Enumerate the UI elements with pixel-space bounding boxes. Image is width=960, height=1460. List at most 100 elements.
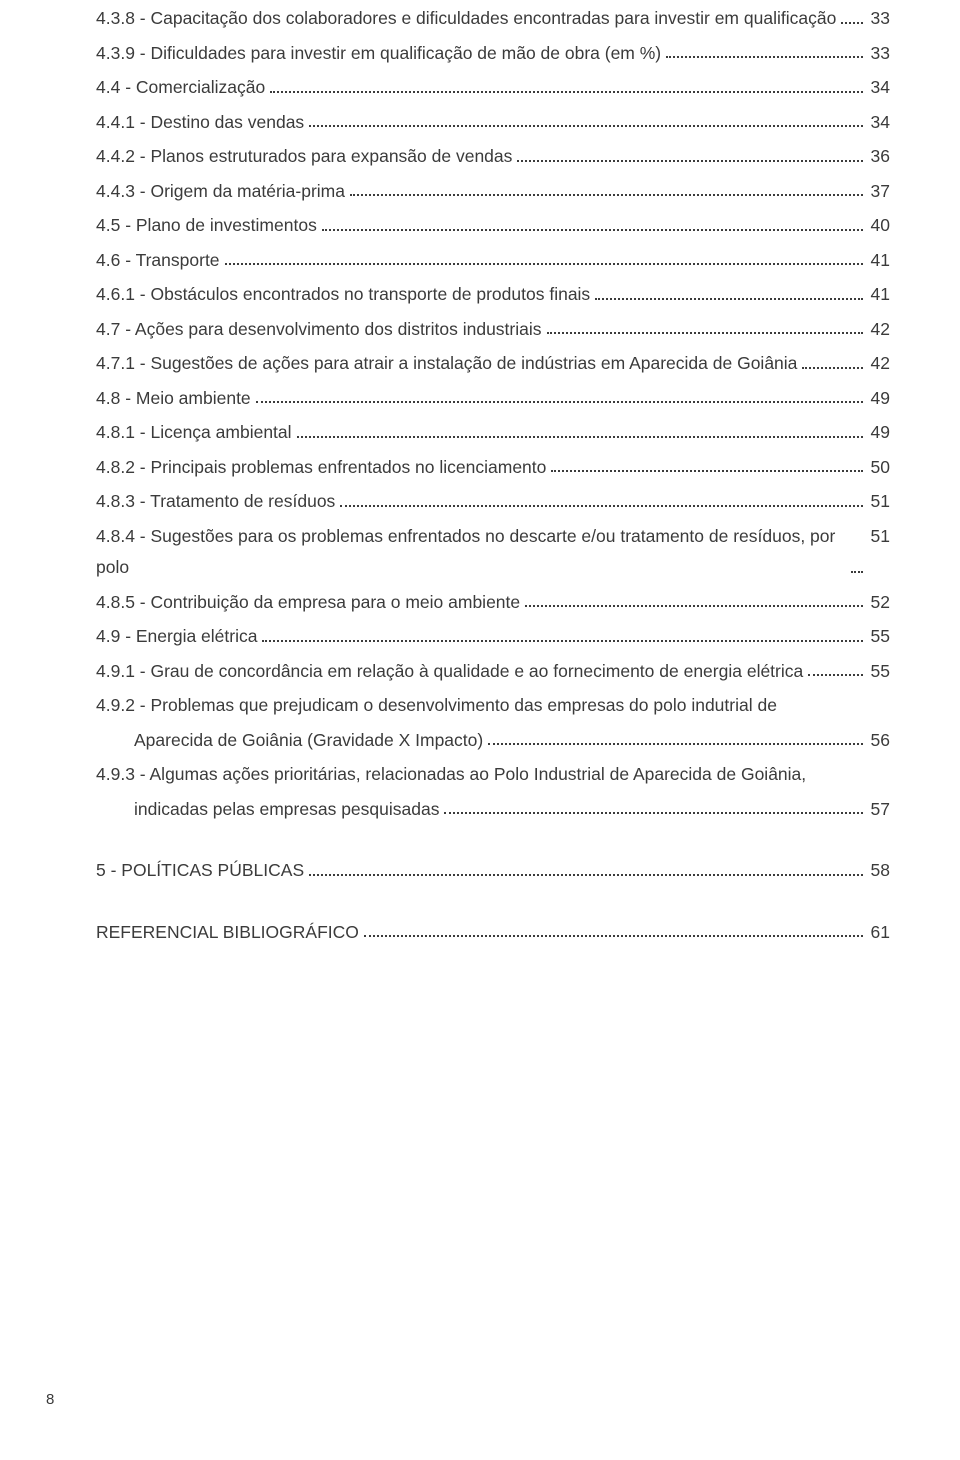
toc-page-number: 40 [868, 210, 890, 242]
toc-leader [364, 934, 863, 937]
toc-continuation: Aparecida de Goiânia (Gravidade X Impact… [134, 725, 483, 757]
toc-entry: 4.8.3 - Tratamento de resíduos 51 [96, 486, 890, 518]
toc-entry: 4.6 - Transporte 41 [96, 245, 890, 277]
toc-entry: 4.7 - Ações para desenvolvimento dos dis… [96, 314, 890, 346]
toc-entry: 4.3.8 - Capacitação dos colaboradores e … [96, 3, 890, 35]
toc-entry: 4.5 - Plano de investimentos 40 [96, 210, 890, 242]
toc-leader [841, 21, 863, 24]
toc-leader [851, 570, 863, 573]
toc-entry: 4.9.3 - Algumas ações prioritárias, rela… [96, 759, 890, 825]
toc-label: 4.9.1 - Grau de concordância em relação … [96, 656, 803, 688]
toc-page-number: 49 [868, 383, 890, 415]
toc-entry: 5 - POLÍTICAS PÚBLICAS 58 [96, 855, 890, 887]
toc-entry: 4.8.1 - Licença ambiental 49 [96, 417, 890, 449]
toc-entry: 4.4.2 - Planos estruturados para expansã… [96, 141, 890, 173]
toc-entry: 4.9 - Energia elétrica 55 [96, 621, 890, 653]
toc-page-number: 41 [868, 279, 890, 311]
toc-leader [225, 262, 863, 265]
toc-leader [309, 873, 863, 876]
toc-page-number: 52 [868, 587, 890, 619]
toc-entry-line1: 4.9.3 - Algumas ações prioritárias, rela… [96, 759, 890, 791]
toc-label: 4.4.1 - Destino das vendas [96, 107, 304, 139]
toc-page-number: 55 [868, 621, 890, 653]
toc-leader [808, 673, 863, 676]
toc-page-number: 57 [868, 794, 890, 826]
toc-leader [488, 742, 863, 745]
toc-label: REFERENCIAL BIBLIOGRÁFICO [96, 917, 359, 949]
toc-leader [297, 435, 863, 438]
toc-leader [309, 124, 863, 127]
toc-leader [270, 90, 863, 93]
toc-entry: 4.6.1 - Obstáculos encontrados no transp… [96, 279, 890, 311]
toc-label: 4.3.8 - Capacitação dos colaboradores e … [96, 3, 836, 35]
toc-leader [525, 604, 863, 607]
toc-label: 4.5 - Plano de investimentos [96, 210, 317, 242]
toc-leader [547, 331, 863, 334]
toc-entry: 4.8 - Meio ambiente 49 [96, 383, 890, 415]
toc-label: 4.9.3 - Algumas ações prioritárias, rela… [96, 759, 806, 791]
toc-label: 4.6.1 - Obstáculos encontrados no transp… [96, 279, 590, 311]
toc-label: 4.4 - Comercialização [96, 72, 265, 104]
toc-page-number: 42 [868, 314, 890, 346]
toc-page-number: 33 [868, 38, 890, 70]
toc-page-number: 37 [868, 176, 890, 208]
toc-entry: 4.4.1 - Destino das vendas 34 [96, 107, 890, 139]
page-number: 8 [46, 1391, 54, 1408]
toc-page-number: 49 [868, 417, 890, 449]
toc-label: 4.9.2 - Problemas que prejudicam o desen… [96, 690, 777, 722]
toc-entry-line2: Aparecida de Goiânia (Gravidade X Impact… [96, 725, 890, 757]
toc-label: 4.7.1 - Sugestões de ações para atrair a… [96, 348, 797, 380]
toc-entry-line2: indicadas pelas empresas pesquisadas 57 [96, 794, 890, 826]
toc-leader [595, 297, 863, 300]
toc-label: 4.8.5 - Contribuição da empresa para o m… [96, 587, 520, 619]
toc-entry: 4.8.2 - Principais problemas enfrentados… [96, 452, 890, 484]
toc-entry: 4.8.4 - Sugestões para os problemas enfr… [96, 521, 890, 584]
toc-page-number: 56 [868, 725, 890, 757]
toc-page-number: 36 [868, 141, 890, 173]
toc-leader [350, 193, 863, 196]
toc-page-number: 61 [868, 917, 890, 949]
toc-page-number: 51 [868, 486, 890, 518]
toc-entry: REFERENCIAL BIBLIOGRÁFICO 61 [96, 917, 890, 949]
toc-leader [802, 366, 863, 369]
toc-label: 4.8.2 - Principais problemas enfrentados… [96, 452, 546, 484]
toc-label: 4.4.2 - Planos estruturados para expansã… [96, 141, 512, 173]
toc-page-number: 34 [868, 107, 890, 139]
toc-page-number: 42 [868, 348, 890, 380]
toc-page-number: 50 [868, 452, 890, 484]
toc-entry: 4.9.2 - Problemas que prejudicam o desen… [96, 690, 890, 756]
toc-label: 4.8.3 - Tratamento de resíduos [96, 486, 335, 518]
toc-list: 4.3.8 - Capacitação dos colaboradores e … [96, 3, 890, 948]
toc-label: 5 - POLÍTICAS PÚBLICAS [96, 855, 304, 887]
toc-page-number: 51 [868, 521, 890, 553]
toc-continuation: indicadas pelas empresas pesquisadas [134, 794, 439, 826]
toc-page-number: 58 [868, 855, 890, 887]
toc-page-number: 55 [868, 656, 890, 688]
toc-label: 4.6 - Transporte [96, 245, 220, 277]
toc-label: 4.8.1 - Licença ambiental [96, 417, 292, 449]
toc-page-number: 33 [868, 3, 890, 35]
toc-label: 4.3.9 - Dificuldades para investir em qu… [96, 38, 661, 70]
toc-page-number: 34 [868, 72, 890, 104]
toc-leader [256, 400, 863, 403]
toc-page-number: 41 [868, 245, 890, 277]
toc-entry-line1: 4.9.2 - Problemas que prejudicam o desen… [96, 690, 890, 722]
toc-leader [666, 55, 863, 58]
toc-leader [517, 159, 863, 162]
toc-label: 4.9 - Energia elétrica [96, 621, 257, 653]
toc-entry: 4.3.9 - Dificuldades para investir em qu… [96, 38, 890, 70]
toc-leader [444, 811, 863, 814]
toc-entry: 4.4 - Comercialização 34 [96, 72, 890, 104]
toc-leader [551, 469, 863, 472]
toc-entry: 4.7.1 - Sugestões de ações para atrair a… [96, 348, 890, 380]
toc-label: 4.8 - Meio ambiente [96, 383, 251, 415]
toc-entry: 4.4.3 - Origem da matéria-prima 37 [96, 176, 890, 208]
toc-entry: 4.9.1 - Grau de concordância em relação … [96, 656, 890, 688]
toc-label: 4.4.3 - Origem da matéria-prima [96, 176, 345, 208]
toc-entry: 4.8.5 - Contribuição da empresa para o m… [96, 587, 890, 619]
toc-leader [262, 639, 863, 642]
toc-page: 4.3.8 - Capacitação dos colaboradores e … [0, 3, 960, 948]
toc-leader [322, 228, 863, 231]
toc-leader [340, 504, 863, 507]
toc-label: 4.7 - Ações para desenvolvimento dos dis… [96, 314, 542, 346]
